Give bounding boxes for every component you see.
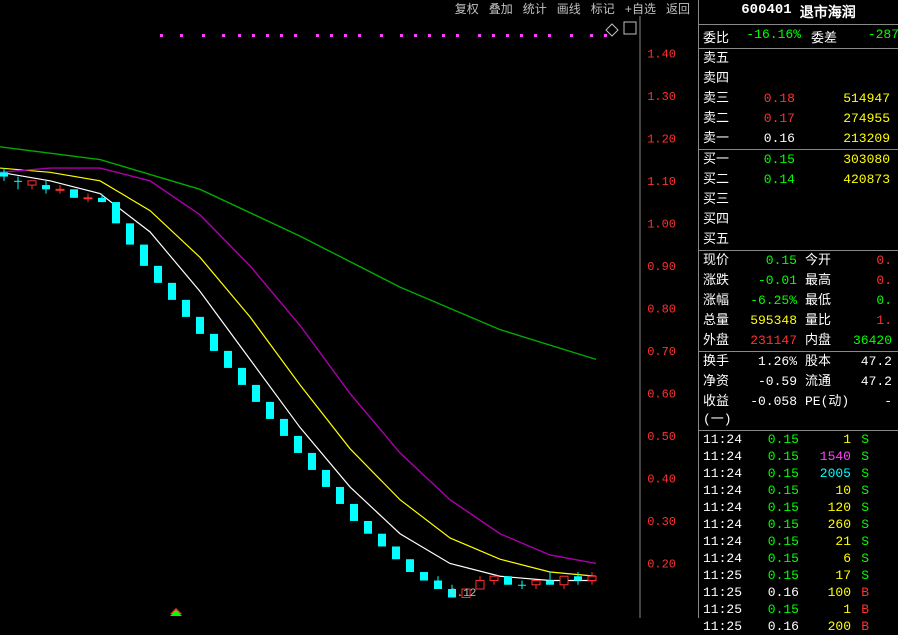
stats-block: 现价0.15今开0.涨跌-0.01最高0.涨幅-6.25%最低0.总量59534… [699, 251, 898, 431]
svg-text:0.60: 0.60 [647, 387, 676, 401]
tick-row: 11:240.1521S [699, 533, 898, 550]
orderbook-row: 买二0.14420873 [699, 170, 898, 190]
tick-row: 11:240.15120S [699, 499, 898, 516]
orderbook-row: 卖四 [699, 69, 898, 89]
toolbar-btn[interactable]: 叠加 [485, 0, 517, 16]
orderbook-row: 卖二0.17274955 [699, 109, 898, 129]
orderbook-row: 卖五 [699, 49, 898, 69]
svg-text:0.90: 0.90 [647, 260, 676, 274]
toolbar-btn[interactable]: 复权 [451, 0, 483, 16]
tick-row: 11:250.16100B [699, 584, 898, 601]
tick-row: 11:250.151B [699, 601, 898, 618]
toolbar-btn[interactable]: +自选 [621, 0, 660, 16]
svg-text:0.20: 0.20 [647, 557, 676, 571]
svg-text:1.20: 1.20 [647, 132, 676, 146]
toolbar-btn[interactable]: 返回 [662, 0, 694, 16]
ratio-row: 委比 -16.16% 委差 -287 [699, 24, 898, 49]
tick-row: 11:250.16200B [699, 618, 898, 635]
stat-row: 现价0.15今开0. [699, 251, 898, 271]
orderbook-row: 卖三0.18514947 [699, 89, 898, 109]
toolbar-btn[interactable]: 标记 [587, 0, 619, 16]
tick-row: 11:240.156S [699, 550, 898, 567]
toolbar-btn[interactable]: 统计 [519, 0, 551, 16]
weicha-value: -287 [839, 27, 898, 46]
orderbook: 卖五卖四卖三0.18514947卖二0.17274955卖一0.16213209… [699, 49, 898, 251]
stat-row: 收益(一)-0.058PE(动)- [699, 392, 898, 430]
weibi-value: -16.16% [741, 27, 801, 46]
stock-header: 600401 退市海润 [699, 0, 898, 24]
svg-text:1.30: 1.30 [647, 90, 676, 104]
stock-code: 600401 [741, 2, 791, 22]
svg-text:0.80: 0.80 [647, 302, 676, 316]
tick-row: 11:240.151S [699, 431, 898, 448]
stat-row: 外盘231147内盘36420 [699, 331, 898, 351]
svg-text:1.40: 1.40 [647, 47, 676, 61]
svg-text:0.50: 0.50 [647, 430, 676, 444]
svg-text:0.12: 0.12 [450, 588, 476, 600]
quote-panel: 600401 退市海润 委比 -16.16% 委差 -287 卖五卖四卖三0.1… [698, 0, 898, 618]
svg-text:1.10: 1.10 [647, 175, 676, 189]
stat-row: 总量595348量比1. [699, 311, 898, 331]
toolbar-btn[interactable]: 画线 [553, 0, 585, 16]
tick-row: 11:240.152005S [699, 465, 898, 482]
orderbook-row: 买四 [699, 210, 898, 230]
orderbook-row: 买五 [699, 230, 898, 250]
svg-text:0.30: 0.30 [647, 515, 676, 529]
svg-text:0.40: 0.40 [647, 472, 676, 486]
tick-row: 11:250.1517S [699, 567, 898, 584]
orderbook-row: 买三 [699, 190, 898, 210]
orderbook-row: 买一0.15303080 [699, 150, 898, 170]
svg-text:0.70: 0.70 [647, 345, 676, 359]
svg-text:1.00: 1.00 [647, 217, 676, 231]
toolbar: 复权叠加统计画线标记+自选返回 [0, 0, 698, 16]
stat-row: 净资-0.59流通47.2 [699, 372, 898, 392]
tick-list: 11:240.151S11:240.151540S11:240.152005S1… [699, 431, 898, 635]
stat-row: 换手1.26%股本47.2 [699, 352, 898, 372]
tick-row: 11:240.1510S [699, 482, 898, 499]
tick-row: 11:240.151540S [699, 448, 898, 465]
weibi-label: 委比 [703, 27, 741, 46]
stock-name: 退市海润 [800, 2, 856, 22]
orderbook-row: 卖一0.16213209 [699, 129, 898, 149]
tick-row: 11:240.15260S [699, 516, 898, 533]
stat-row: 涨幅-6.25%最低0. [699, 291, 898, 311]
weicha-label: 委差 [801, 27, 839, 46]
candlestick-chart: 1.40 1.30 1.20 1.10 1.00 0.90 0.80 0.70 0.60 0.50… [0, 16, 698, 618]
stat-row: 涨跌-0.01最高0. [699, 271, 898, 291]
chart-area[interactable]: 1.40 1.30 1.20 1.10 1.00 0.90 0.80 0.70 0.60 0.50… [0, 16, 698, 618]
